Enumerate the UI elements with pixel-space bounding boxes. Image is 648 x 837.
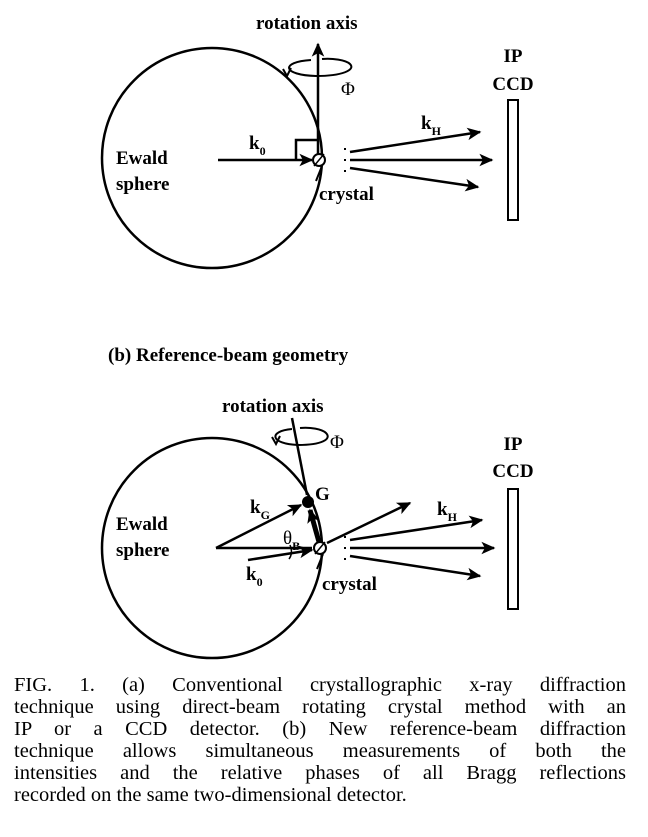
panel-a-ewald-label-line1: Ewald [116, 148, 168, 169]
panel-a-kh-beam-upper [349, 127, 482, 154]
panel-a-kh-label: kH [421, 113, 442, 138]
panel-b-rotation-ellipse [274, 426, 329, 447]
panel-b-theta-label: θB [283, 528, 300, 553]
panel-b: (b) Reference-beam geometry rotation axi… [100, 345, 534, 660]
panel-b-detector-label-line2: CCD [492, 461, 533, 482]
panel-b-crystal-pointer [316, 553, 324, 570]
panel-a-k0-label: k0 [249, 133, 266, 158]
panel-b-kh-label: kH [437, 499, 458, 524]
panel-a-rotation-axis-label: rotation axis [256, 13, 358, 34]
caption-line: technique allows simultaneous measuremen… [14, 740, 626, 762]
panel-a-crystal-mark [313, 153, 325, 167]
panel-b-detector [507, 488, 519, 610]
panel-a-crystal-pointer [315, 165, 323, 182]
panel-a-ewald-label-line2: sphere [116, 174, 169, 195]
panel-b-crystal-mark [314, 541, 326, 555]
panel-b-ewald-label-line2: sphere [116, 540, 169, 561]
panel-b-k0-label: k0 [246, 564, 263, 589]
panel-b-ewald-label-line1: Ewald [116, 514, 168, 535]
panel-a-rotation-ellipse [288, 57, 353, 78]
panel-b-phi-label: Φ [330, 432, 344, 453]
panel-a-detector [507, 99, 519, 221]
panel-b-g-label: G [315, 484, 330, 505]
panel-b-kg-arrow [215, 503, 303, 550]
panel-a-detector-label-line1: IP [504, 46, 523, 67]
panel-b-kg-label: kG [250, 497, 270, 522]
panel-b-kh-beam-upper [349, 515, 484, 542]
panel-b-rotation-axis-label: rotation axis [222, 396, 324, 417]
panel-b-rotation-ellipse-arrowhead [271, 435, 281, 447]
caption-line: recorded on the same two-dimensional det… [14, 784, 407, 806]
panel-a-phi-label: Φ [341, 79, 355, 100]
panel-b-theta-arc [288, 544, 293, 560]
panel-b-k0-arrow [247, 545, 314, 562]
caption-line: IP or a CCD detector. (b) New reference-… [14, 718, 626, 740]
panel-b-crystal-label: crystal [322, 574, 377, 595]
panel-a-kh-beam-lower [349, 166, 480, 192]
panel-b-g-point [302, 496, 314, 508]
panel-a-right-angle-mark [294, 138, 318, 160]
panel-b-kg-outgoing-beam [326, 501, 412, 545]
panel-b-kh-beam-lower [349, 554, 482, 581]
caption-line: intensities and the relative phases of a… [14, 762, 626, 784]
panel-a: rotation axis Φ Ewald sphere k0 crystal … [100, 13, 534, 270]
figure-diagram: rotation axis Φ Ewald sphere k0 crystal … [100, 13, 534, 660]
panel-b-rotation-axis-line [290, 417, 309, 496]
panel-b-detector-label-line1: IP [504, 434, 523, 455]
panel-b-g-vector [307, 508, 322, 543]
panel-a-crystal-label: crystal [319, 184, 374, 205]
caption-line: FIG. 1. (a) Conventional crystallographi… [14, 674, 626, 696]
panel-b-heading: (b) Reference-beam geometry [108, 345, 349, 366]
panel-a-detector-label-line2: CCD [492, 74, 533, 95]
figure-caption: FIG. 1. (a) Conventional crystallographi… [14, 674, 626, 806]
caption-line: technique using direct-beam rotating cry… [14, 696, 626, 718]
